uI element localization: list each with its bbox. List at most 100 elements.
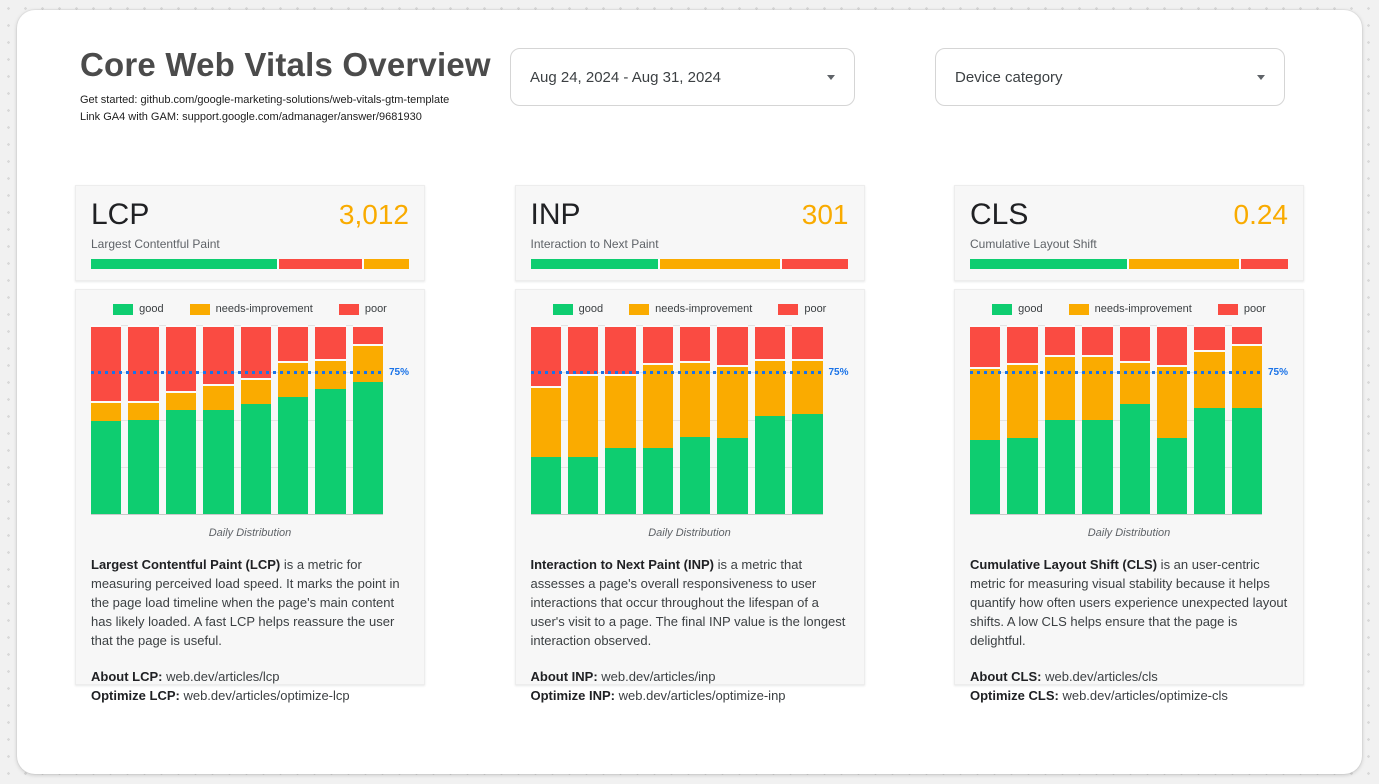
- status-gauge: [970, 259, 1288, 269]
- bar-segment-poor: [680, 325, 711, 361]
- legend-label: needs-improvement: [655, 303, 753, 315]
- bar-segment-poor: [1082, 325, 1113, 356]
- daily-distribution-chart[interactable]: [91, 325, 383, 515]
- chart-legend: good needs-improvement poor: [970, 303, 1288, 315]
- stacked-bar[interactable]: [530, 325, 561, 514]
- gauge-segment-poor: [1239, 259, 1288, 269]
- bar-segment-good: [567, 457, 599, 514]
- bar-segment-poor: [970, 325, 1001, 367]
- inp-body: good needs-improvement poor 75% Daily Di…: [514, 289, 865, 703]
- bar-segment-needs-improvement: [1044, 355, 1076, 420]
- about-line: About CLS: web.dev/articles/cls: [970, 667, 1288, 686]
- about-label: About INP:: [530, 669, 598, 684]
- bar-segment-poor: [1119, 325, 1150, 361]
- metric-cards-row: LCP 3,012 Largest Contentful Paint good …: [75, 185, 1304, 703]
- bar-segment-good: [91, 421, 122, 514]
- page-title: Core Web Vitals Overview: [80, 46, 491, 83]
- bar-segment-needs-improvement: [352, 343, 383, 382]
- stacked-bar[interactable]: [1007, 325, 1038, 514]
- gridline: [970, 419, 1262, 421]
- bar-segment-poor: [1156, 325, 1188, 365]
- bar-segment-poor: [1194, 325, 1225, 350]
- optimize-link: web.dev/articles/optimize-cls: [1058, 688, 1228, 703]
- stacked-bar[interactable]: [315, 325, 346, 514]
- bar-segment-good: [277, 396, 309, 514]
- link-ga4-gam: Link GA4 with GAM: support.google.com/ad…: [80, 110, 422, 123]
- stacked-bar[interactable]: [717, 325, 748, 514]
- gridline: [91, 325, 383, 326]
- gridline: [970, 325, 1262, 326]
- cls-body: good needs-improvement poor 75% Daily Di…: [954, 289, 1304, 703]
- daily-distribution-chart[interactable]: [530, 325, 823, 515]
- threshold-line: [970, 371, 1262, 375]
- about-link: web.dev/articles/cls: [1041, 669, 1158, 684]
- stacked-bar[interactable]: [1082, 325, 1113, 514]
- bar-segment-poor: [128, 325, 159, 401]
- device-category-control[interactable]: Device category: [935, 48, 1285, 106]
- bar-segment-poor: [717, 325, 748, 365]
- about-label: About CLS:: [970, 669, 1042, 684]
- bar-segment-good: [754, 415, 786, 514]
- stacked-bar[interactable]: [165, 325, 197, 514]
- bar-segment-needs-improvement: [1082, 355, 1113, 420]
- stacked-bar[interactable]: [128, 325, 159, 514]
- gridline: [970, 466, 1262, 468]
- gridline: [530, 325, 823, 326]
- optimize-line: Optimize CLS: web.dev/articles/optimize-…: [970, 686, 1288, 705]
- stacked-bar[interactable]: [240, 325, 271, 514]
- stacked-bar[interactable]: [970, 325, 1001, 514]
- daily-distribution-chart[interactable]: [970, 325, 1262, 515]
- bar-segment-poor: [315, 325, 346, 360]
- stacked-bar[interactable]: [642, 325, 673, 514]
- stacked-bar[interactable]: [680, 325, 711, 514]
- bar-segment-good: [530, 457, 561, 514]
- bar-segment-good: [1156, 438, 1188, 514]
- stacked-bar[interactable]: [754, 325, 786, 514]
- stacked-bar[interactable]: [1231, 325, 1262, 514]
- gauge-segment-good: [530, 259, 659, 269]
- inp-card: INP 301 Interaction to Next Paint good n…: [514, 185, 865, 703]
- bar-segment-poor: [605, 325, 636, 375]
- stacked-bar[interactable]: [91, 325, 122, 514]
- stacked-bar[interactable]: [1156, 325, 1188, 514]
- stacked-bar[interactable]: [277, 325, 309, 514]
- threshold-line: [530, 371, 823, 375]
- bar-segment-needs-improvement: [128, 400, 159, 420]
- metric-subtitle: Largest Contentful Paint: [91, 237, 220, 251]
- legend-item-good: good: [113, 303, 164, 315]
- poor-swatch-icon: [778, 303, 799, 315]
- optimize-label: Optimize LCP:: [91, 688, 180, 703]
- threshold-label: 75%: [388, 366, 409, 378]
- stacked-bar[interactable]: [1044, 325, 1076, 514]
- bar-segment-needs-improvement: [605, 374, 636, 448]
- stacked-bar[interactable]: [352, 325, 383, 514]
- description-lead: Cumulative Layout Shift (CLS): [970, 557, 1158, 572]
- metric-description: Largest Contentful Paint (LCP) is a metr…: [91, 555, 409, 650]
- bar-segment-needs-improvement: [567, 374, 599, 458]
- bar-segment-needs-improvement: [1194, 349, 1225, 409]
- description-rest: is a metric for measuring perceived load…: [91, 557, 400, 648]
- reference-links: About INP: web.dev/articles/inp Optimize…: [531, 667, 849, 705]
- gauge-segment-good: [91, 259, 278, 269]
- optimize-line: Optimize LCP: web.dev/articles/optimize-…: [91, 686, 409, 705]
- stacked-bar[interactable]: [792, 325, 823, 514]
- optimize-label: Optimize CLS:: [970, 688, 1059, 703]
- bar-segment-poor: [277, 325, 309, 361]
- bar-segment-needs-improvement: [792, 359, 823, 414]
- cls-card: CLS 0.24 Cumulative Layout Shift good ne…: [954, 185, 1304, 703]
- stacked-bar[interactable]: [567, 325, 599, 514]
- good-swatch-icon: [113, 303, 134, 315]
- report-page: Core Web Vitals Overview Get started: gi…: [17, 10, 1362, 774]
- poor-swatch-icon: [338, 303, 359, 315]
- metric-description: Cumulative Layout Shift (CLS) is an user…: [970, 555, 1288, 650]
- axis-label: Daily Distribution: [1087, 527, 1171, 539]
- stacked-bar[interactable]: [203, 325, 234, 514]
- stacked-bar[interactable]: [1119, 325, 1150, 514]
- date-range-control[interactable]: Aug 24, 2024 - Aug 31, 2024: [510, 48, 855, 106]
- stacked-bar[interactable]: [605, 325, 636, 514]
- bar-segment-needs-improvement: [165, 391, 197, 411]
- stacked-bar[interactable]: [1194, 325, 1225, 514]
- reference-links: About LCP: web.dev/articles/lcp Optimize…: [91, 667, 409, 705]
- bar-segment-good: [970, 440, 1001, 514]
- bar-segment-needs-improvement: [1007, 362, 1038, 439]
